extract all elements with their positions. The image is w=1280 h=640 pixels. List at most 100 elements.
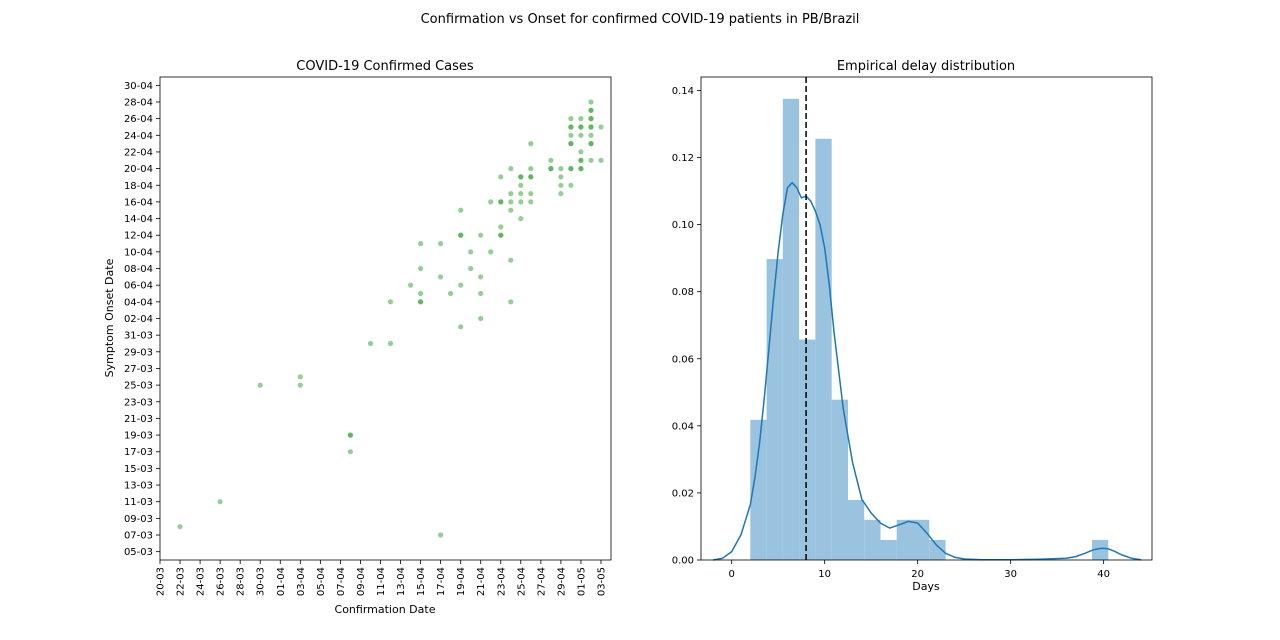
scatter-point [528,174,534,180]
histogram-x-tick-label: 10 [818,569,831,580]
scatter-point [387,340,394,347]
scatter-point [458,232,464,238]
scatter-x-tick-label: 05-04 [316,567,327,596]
scatter-point [528,166,534,172]
scatter-y-tick-label: 08-04 [124,264,153,275]
scatter-y-tick-label: 12-04 [124,231,153,242]
histogram-x-tick-label: 20 [911,569,924,580]
histogram-y-tick-label: 0.04 [672,421,694,432]
scatter-x-tick-label: 22-03 [176,567,187,596]
scatter-x-tick-label: 03-05 [597,567,608,596]
scatter-y-tick-label: 20-04 [124,164,153,175]
scatter-point [418,299,424,305]
scatter-point [508,257,514,263]
scatter-x-tick-label: 07-04 [336,567,347,596]
histogram-bar [782,98,800,561]
histogram-bar [929,539,946,560]
scatter-x-tick-label: 15-04 [416,567,427,596]
scatter-point [528,191,534,197]
scatter-x-tick-label: 28-03 [236,567,247,596]
scatter-y-ticks: 05-03 07-03 09-03 11-03 13-03 15-03 17-03 19-03… [124,81,160,558]
scatter-y-tick-label: 15-03 [124,464,153,475]
scatter-y-tick-label: 27-03 [124,364,153,375]
scatter-x-tick-label: 17-04 [436,567,447,596]
scatter-point [468,249,474,255]
histogram-y-tick-label: 0.14 [672,86,694,97]
scatter-point [418,265,424,272]
scatter-point [568,182,574,188]
scatter-x-tick-label: 20-03 [156,567,167,596]
scatter-point [518,199,524,205]
histogram-panel: Empirical delay distribution 0 10 20 30 40 0… [672,59,1153,593]
scatter-y-tick-label: 24-04 [124,131,153,142]
scatter-point [508,191,514,197]
scatter-x-tick-label: 03-04 [296,567,307,596]
scatter-y-tick-label: 30-04 [124,81,153,92]
scatter-y-tick-label: 16-04 [124,197,153,208]
scatter-x-tick-label: 01-05 [576,567,587,596]
histogram-x-tick-label: 0 [728,569,734,580]
scatter-point [217,499,223,505]
scatter-x-tick-label: 25-04 [516,567,527,596]
scatter-y-tick-label: 21-03 [124,414,153,425]
scatter-point [578,116,584,122]
histogram-title: Empirical delay distribution [837,59,1015,74]
scatter-y-tick-label: 14-04 [124,214,153,225]
scatter-y-tick-label: 26-04 [124,114,153,125]
scatter-y-tick-label: 18-04 [124,181,153,192]
scatter-point [347,449,353,455]
scatter-point [438,241,444,247]
histogram-x-tick-label: 40 [1097,569,1110,580]
scatter-y-tick-label: 09-03 [124,514,153,525]
scatter-point [498,199,504,205]
histogram-bar [815,138,832,560]
scatter-x-tick-label: 13-04 [396,567,407,596]
scatter-x-tick-label: 26-03 [216,567,227,596]
scatter-point [598,124,604,130]
scatter-x-tick-label: 24-03 [196,567,207,596]
scatter-point [528,199,534,205]
scatter-point [578,132,584,138]
scatter-point [528,141,534,147]
scatter-point [598,157,604,163]
scatter-point [297,374,303,380]
scatter-point [458,207,464,213]
scatter-point [568,141,574,147]
scatter-x-tick-label: 23-04 [496,567,507,596]
scatter-x-tick-label: 21-04 [476,567,487,596]
scatter-point [558,166,564,172]
scatter-point [488,249,494,255]
scatter-point [508,299,514,305]
scatter-point [508,166,514,172]
scatter-point [588,132,594,138]
scatter-point [438,532,444,538]
scatter-x-tick-label: 01-04 [276,567,287,596]
scatter-y-tick-label: 06-04 [124,281,153,292]
scatter-y-tick-label: 22-04 [124,147,153,158]
histogram-x-label: Days [912,580,940,593]
histogram-bar [799,339,816,560]
scatter-point [478,274,484,280]
scatter-point [548,157,554,163]
scatter-point [418,290,424,297]
scatter-x-tick-label: 19-04 [456,567,467,596]
scatter-point [488,199,494,205]
scatter-point [588,116,594,122]
scatter-y-tick-label: 07-03 [124,531,153,542]
scatter-point [478,315,484,322]
scatter-y-tick-label: 31-03 [124,331,153,342]
scatter-point [588,141,594,147]
scatter-point [297,382,303,388]
scatter-point [588,124,594,130]
histogram-y-ticks: 0.00 0.02 0.04 0.06 0.08 0.10 0.12 0.14 [672,86,701,567]
scatter-point [498,174,504,180]
histogram-y-tick-label: 0.06 [672,354,694,365]
scatter-point [478,290,484,297]
scatter-point [387,299,394,305]
scatter-point [588,157,594,163]
scatter-point [177,524,183,530]
scatter-point [508,199,514,205]
scatter-point [568,132,574,138]
scatter-plot-area [160,77,611,560]
